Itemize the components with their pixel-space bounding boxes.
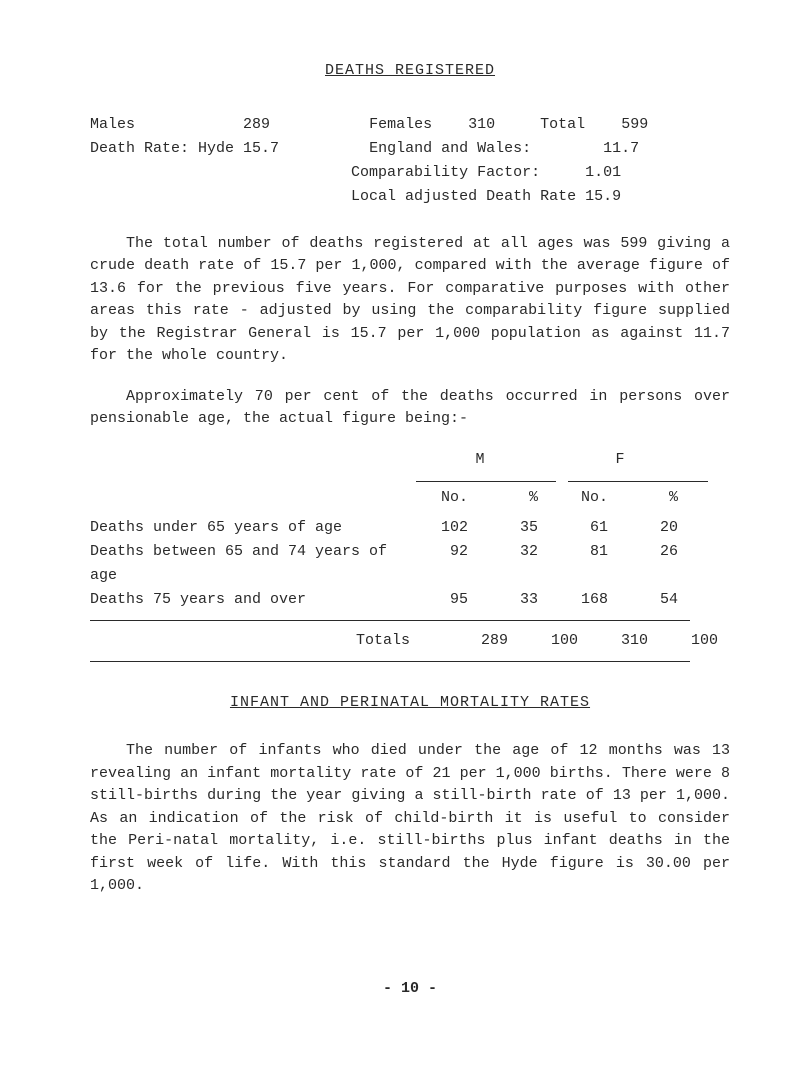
row-f-pct: 54 [620, 588, 690, 612]
totals-label: Totals [90, 629, 450, 653]
table-row: Deaths under 65 years of age 102 35 61 2… [90, 516, 730, 540]
comparability-value: 1.01 [585, 164, 621, 181]
row-f-no: 81 [550, 540, 620, 588]
page-number: - 10 - [90, 978, 730, 1001]
summary-stats: Males 289 Females 310 Total 599 Death Ra… [90, 113, 730, 209]
table-header-row: M F [90, 449, 730, 472]
england-wales-value: 11.7 [603, 140, 639, 157]
row-m-no: 102 [410, 516, 480, 540]
row-m-no: 92 [410, 540, 480, 588]
row-m-pct: 35 [480, 516, 550, 540]
total-value: 599 [621, 116, 648, 133]
paragraph-3: The number of infants who died under the… [90, 740, 730, 898]
totals-m-pct: 100 [520, 629, 590, 653]
section-2-title: INFANT AND PERINATAL MORTALITY RATES [90, 692, 730, 715]
deaths-age-table: M F No. % No. % Deaths under 65 years of… [90, 449, 730, 662]
row-f-no: 168 [550, 588, 620, 612]
deathrate-hyde-label: Death Rate: Hyde [90, 140, 234, 157]
table-rule [90, 661, 690, 662]
header-m: M [410, 449, 550, 472]
row-f-no: 61 [550, 516, 620, 540]
males-value: 289 [243, 116, 270, 133]
england-wales-label: England and Wales: [369, 140, 531, 157]
subheader-m-pct: % [480, 487, 550, 510]
deathrate-hyde-value: 15.7 [243, 140, 279, 157]
subheader-m-no: No. [410, 487, 480, 510]
row-m-pct: 33 [480, 588, 550, 612]
header-f: F [550, 449, 690, 472]
subheader-f-no: No. [550, 487, 620, 510]
totals-f-no: 310 [590, 629, 660, 653]
table-row: Deaths 75 years and over 95 33 168 54 [90, 588, 730, 612]
row-label: Deaths under 65 years of age [90, 516, 410, 540]
table-row: Deaths between 65 and 74 years of age 92… [90, 540, 730, 588]
table-rule [90, 620, 690, 621]
row-m-no: 95 [410, 588, 480, 612]
males-label: Males [90, 116, 135, 133]
table-subheader-row: No. % No. % [90, 487, 730, 510]
comparability-label: Comparability Factor: [351, 164, 540, 181]
paragraph-2: Approximately 70 per cent of the deaths … [90, 386, 730, 431]
total-label: Total [540, 116, 585, 133]
paragraph-1: The total number of deaths registered at… [90, 233, 730, 368]
females-value: 310 [468, 116, 495, 133]
local-adjusted-value: 15.9 [585, 188, 621, 205]
table-totals-row: Totals 289 100 310 100 [90, 629, 730, 653]
totals-f-pct: 100 [660, 629, 730, 653]
row-f-pct: 20 [620, 516, 690, 540]
females-label: Females [369, 116, 432, 133]
subheader-f-pct: % [620, 487, 690, 510]
page-title: DEATHS REGISTERED [90, 60, 730, 83]
totals-m-no: 289 [450, 629, 520, 653]
row-label: Deaths 75 years and over [90, 588, 410, 612]
row-m-pct: 32 [480, 540, 550, 588]
local-adjusted-label: Local adjusted Death Rate [351, 188, 576, 205]
table-rule [90, 477, 730, 487]
row-f-pct: 26 [620, 540, 690, 588]
row-label: Deaths between 65 and 74 years of age [90, 540, 410, 588]
